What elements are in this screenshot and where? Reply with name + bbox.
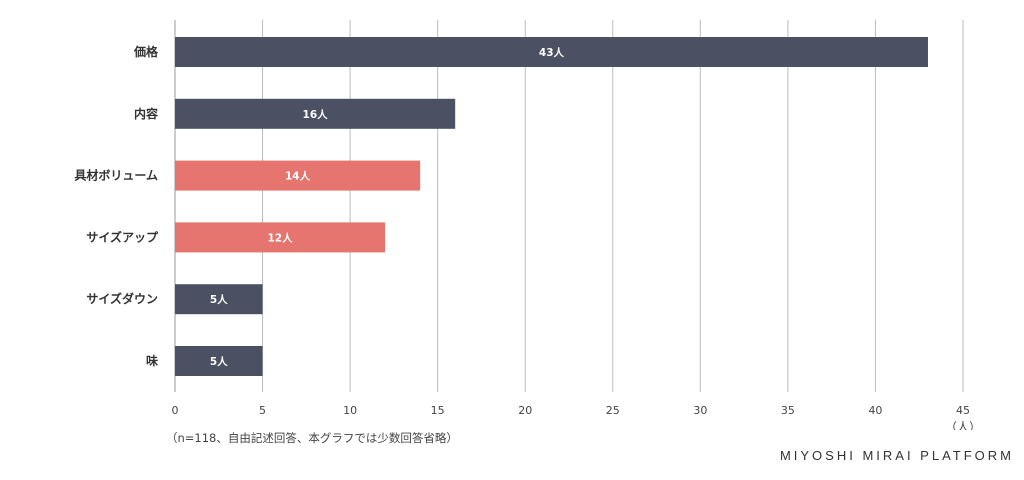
bars: 43人 16人 14人 12人 5人 5人 bbox=[175, 37, 928, 376]
bar-data-label: 12人 bbox=[268, 231, 294, 244]
brand-logo-text: MIYOSHI MIRAI PLATFORM bbox=[779, 448, 1014, 463]
bar bbox=[175, 222, 386, 253]
category-label: サイズダウン bbox=[86, 291, 158, 306]
bar-data-label: 43人 bbox=[539, 46, 565, 59]
category-label: 味 bbox=[146, 353, 158, 368]
x-tick-label: 0 bbox=[172, 404, 179, 417]
bar bbox=[175, 98, 456, 129]
x-unit-label: （人） bbox=[945, 420, 981, 430]
category-label: サイズアップ bbox=[86, 229, 159, 244]
bar bbox=[175, 160, 421, 191]
category-label: 内容 bbox=[134, 106, 158, 121]
bar-data-label: 16人 bbox=[303, 108, 329, 121]
x-tick-label: 25 bbox=[606, 404, 620, 417]
x-tick-label: 10 bbox=[343, 404, 357, 417]
x-tick-label: 35 bbox=[781, 404, 795, 417]
bar bbox=[175, 346, 263, 376]
category-label: 具材ボリューム bbox=[74, 168, 158, 183]
bar-chart: 43人 16人 14人 12人 5人 5人 価格内容具材ボリュームサイズアップサイズダウン… bbox=[74, 20, 981, 430]
bar-data-label: 5人 bbox=[210, 355, 228, 368]
x-tick-label: 20 bbox=[518, 404, 532, 417]
x-tick-label: 40 bbox=[868, 404, 882, 417]
x-tick-label: 30 bbox=[693, 404, 707, 417]
x-tick-label: 15 bbox=[431, 404, 445, 417]
x-tick-label: 45 bbox=[956, 404, 970, 417]
category-label: 価格 bbox=[133, 44, 159, 59]
x-tick-labels: 0 5 10 15 20 25 30 35 40 45 bbox=[172, 404, 971, 417]
footnote: （n=118、自由記述回答、本グラフでは少数回答省略） bbox=[166, 431, 458, 445]
bar-data-label: 5人 bbox=[210, 293, 228, 306]
bar-data-label: 14人 bbox=[285, 170, 311, 183]
bar bbox=[175, 37, 928, 67]
bar bbox=[175, 284, 263, 315]
gridlines bbox=[174, 20, 964, 392]
x-tick-label: 5 bbox=[259, 404, 266, 417]
